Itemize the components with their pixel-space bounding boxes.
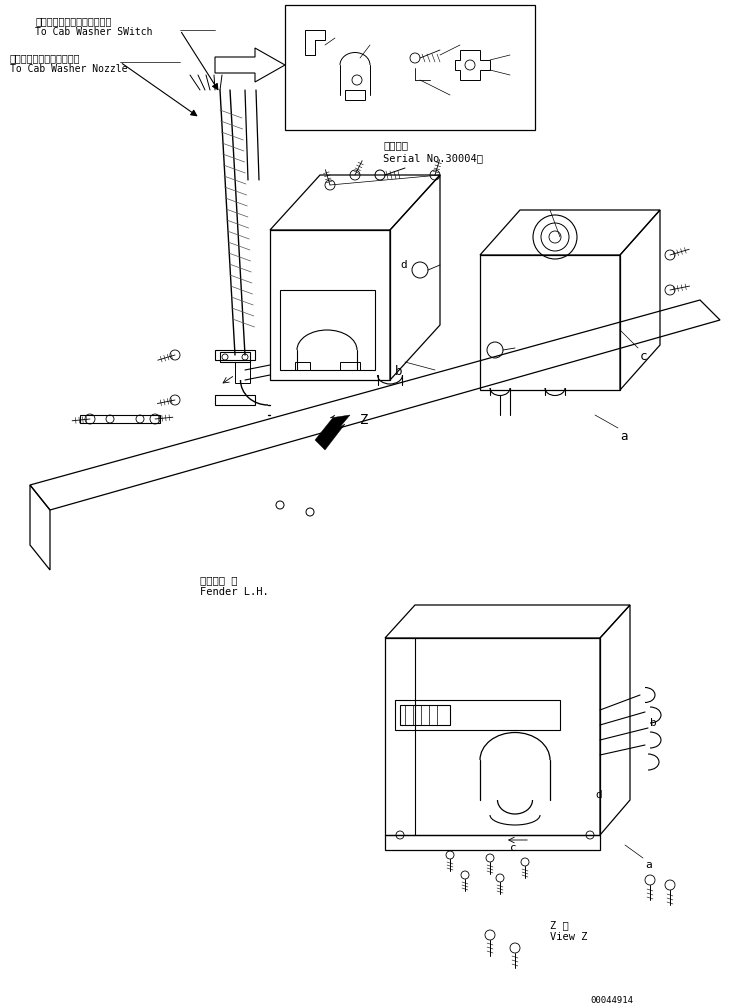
Text: Z 視: Z 視 — [550, 920, 568, 930]
Text: b: b — [395, 365, 403, 378]
Text: a: a — [645, 860, 652, 870]
Text: To Cab Washer Nozzle: To Cab Washer Nozzle — [10, 64, 128, 74]
Text: 適用号機: 適用号機 — [383, 140, 408, 150]
Text: c: c — [510, 843, 517, 853]
Text: a: a — [620, 430, 628, 443]
Text: Fender L.H.: Fender L.H. — [200, 587, 268, 597]
Text: 00044914: 00044914 — [590, 996, 633, 1005]
Polygon shape — [315, 415, 350, 450]
Text: Serial No.30004～: Serial No.30004～ — [383, 153, 483, 163]
Text: d: d — [595, 790, 602, 800]
Text: c: c — [640, 350, 647, 363]
Text: Z: Z — [360, 413, 368, 427]
Text: To Cab Washer SWitch: To Cab Washer SWitch — [35, 27, 152, 37]
Text: b: b — [650, 718, 657, 728]
Text: d: d — [400, 260, 406, 270]
Text: View Z: View Z — [550, 932, 587, 942]
Text: フェンダ 左: フェンダ 左 — [200, 575, 238, 585]
Text: キャブウォッシャノズルへ: キャブウォッシャノズルへ — [10, 53, 80, 63]
Text: キャブウォッシャスイッチへ: キャブウォッシャスイッチへ — [35, 16, 111, 26]
